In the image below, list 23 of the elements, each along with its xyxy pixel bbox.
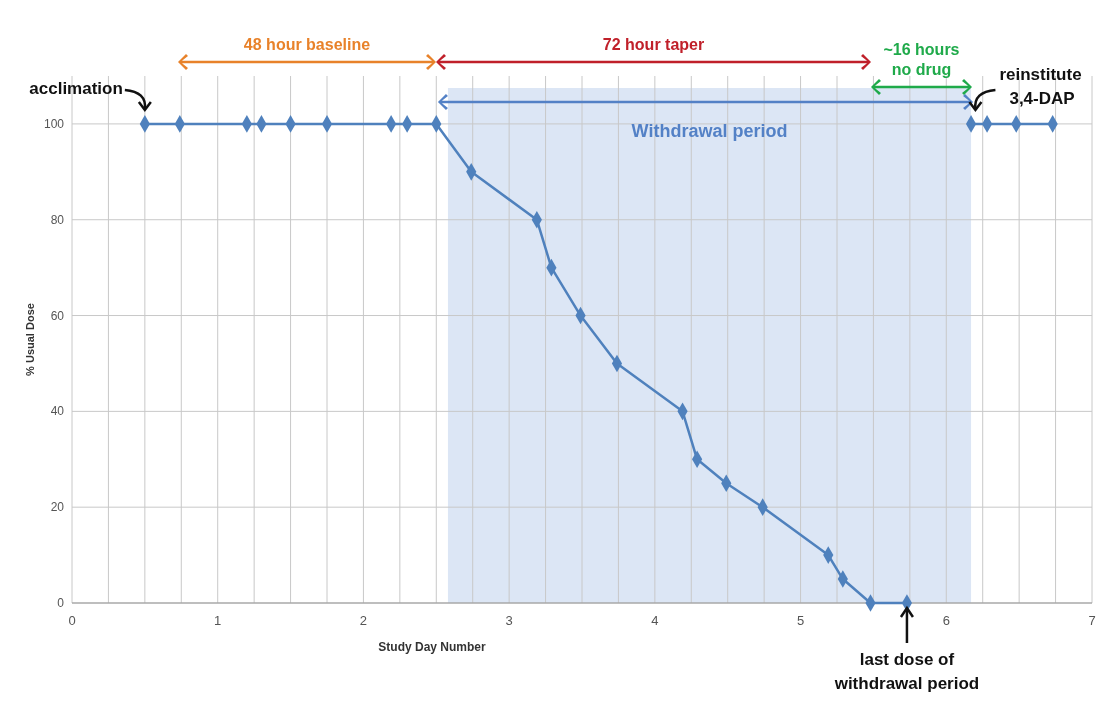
x-tick-label: 4: [651, 613, 659, 628]
x-tick-label: 3: [505, 613, 513, 628]
band-label: Withdrawal period: [631, 121, 788, 141]
x-tick-label: 7: [1088, 613, 1096, 628]
y-tick-label: 20: [50, 500, 65, 515]
x-axis-title: Study Day Number: [378, 640, 487, 654]
x-tick-label: 5: [796, 613, 805, 628]
annotation: acclimation: [29, 78, 123, 98]
y-tick-label: 80: [50, 212, 65, 227]
x-tick-label: 6: [942, 613, 950, 628]
text: 48 hour baseline: [243, 36, 371, 53]
x-tick-label: 1: [214, 613, 222, 628]
annotation: last dose of withdrawal period: [833, 650, 980, 693]
y-tick-label: 40: [50, 404, 65, 419]
y-axis-title: % Usual Dose: [24, 303, 36, 376]
x-tick-label: 2: [359, 613, 368, 628]
y-tick-label: 100: [43, 116, 65, 131]
x-tick-label: 0: [68, 613, 76, 628]
y-tick-label: 0: [57, 596, 65, 610]
text: 72 hour taper: [602, 36, 705, 53]
annotation: reinstitute 3,4-DAP: [999, 64, 1082, 108]
y-tick-label: 60: [50, 308, 65, 323]
annotation: ~16 hours no drug: [883, 41, 960, 78]
